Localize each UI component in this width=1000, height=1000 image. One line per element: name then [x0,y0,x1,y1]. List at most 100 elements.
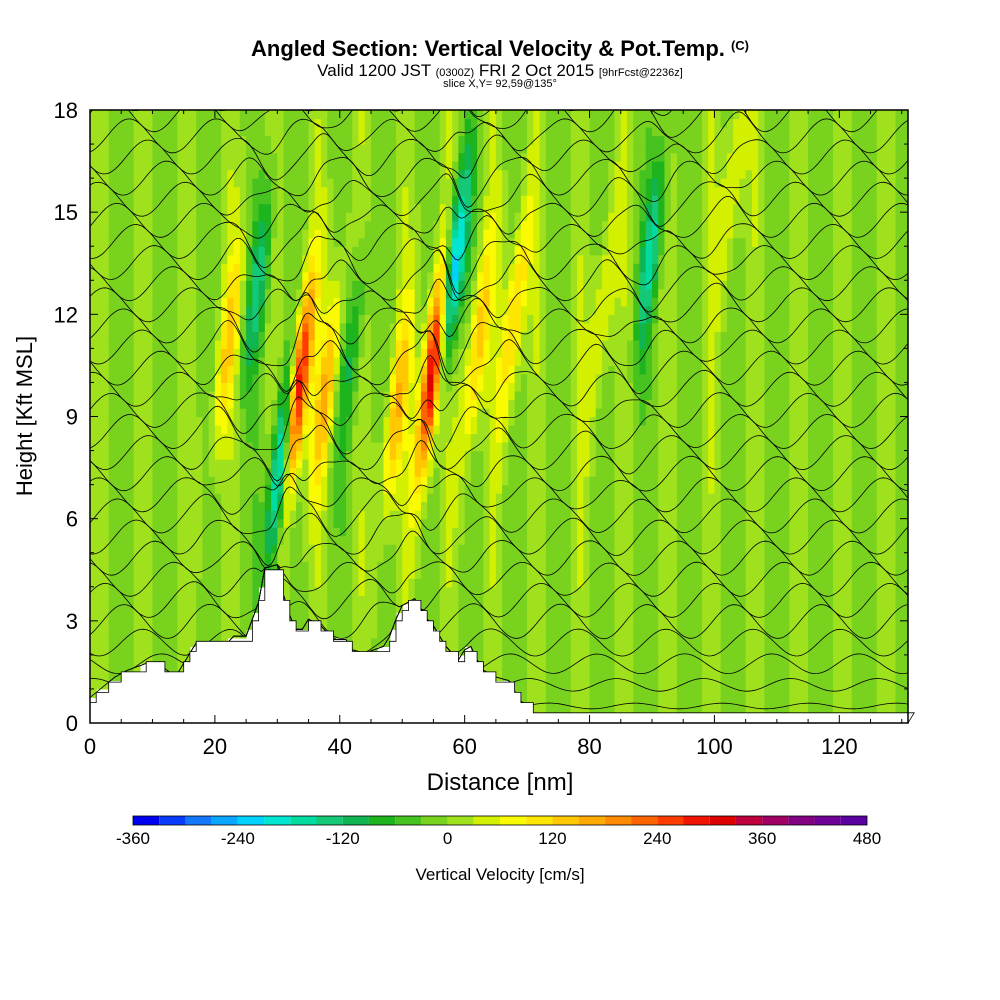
velocity-cell [520,110,528,120]
velocity-cell [164,629,172,639]
velocity-cell [302,229,310,239]
velocity-cell [258,425,266,435]
velocity-cell [196,612,203,622]
velocity-cell [202,561,210,571]
velocity-cell [102,527,110,537]
velocity-cell [464,263,472,273]
velocity-cell [439,144,447,154]
velocity-cell [227,527,235,537]
velocity-cell [402,459,410,469]
velocity-cell [239,620,247,630]
velocity-cell [333,476,341,486]
velocity-cell [564,527,572,537]
velocity-cell [352,271,360,281]
velocity-cell [358,382,366,392]
velocity-cell [389,229,397,239]
velocity-cell [252,399,260,409]
velocity-cell [477,263,484,273]
velocity-cell [102,459,110,469]
velocity-cell [233,535,241,545]
velocity-cell [189,595,197,605]
velocity-cell [189,450,197,460]
velocity-cell [527,442,534,452]
velocity-cell [433,416,441,426]
velocity-cell [321,314,328,324]
velocity-cell [477,586,484,596]
velocity-cell [358,297,366,307]
velocity-cell [527,237,534,247]
velocity-cell [314,169,322,179]
velocity-cell [333,280,341,290]
velocity-cell [552,152,559,162]
velocity-cell [377,237,385,247]
velocity-cell [489,476,497,486]
velocity-cell [483,578,491,588]
velocity-cell [433,425,441,435]
velocity-cell [196,467,203,477]
velocity-cell [302,254,310,264]
velocity-cell [321,416,328,426]
velocity-cell [90,212,97,222]
velocity-cell [470,552,478,562]
velocity-cell [489,544,497,554]
velocity-cell [171,203,179,213]
velocity-cell [514,237,522,247]
velocity-cell [346,186,353,196]
velocity-cell [208,433,216,443]
velocity-cell [339,271,347,281]
velocity-cell [477,493,484,503]
velocity-cell [527,186,534,196]
velocity-cell [502,510,509,520]
velocity-cell [252,186,260,196]
velocity-cell [121,544,129,554]
velocity-cell [214,314,222,324]
velocity-cell [452,118,460,128]
velocity-cell [227,561,235,571]
velocity-cell [539,450,547,460]
velocity-cell [508,144,516,154]
velocity-cell [158,161,166,171]
velocity-cell [171,152,179,162]
velocity-cell [470,169,478,179]
velocity-cell [283,399,291,409]
velocity-cell [102,476,110,486]
velocity-cell [520,118,528,128]
velocity-cell [171,118,179,128]
velocity-cell [427,305,435,315]
velocity-cell [283,152,291,162]
velocity-cell [452,186,460,196]
velocity-cell [370,356,378,367]
velocity-cell [439,254,447,264]
velocity-cell [383,339,391,349]
velocity-cell [545,305,553,315]
velocity-cell [533,246,541,256]
velocity-cell [296,476,303,486]
velocity-cell [346,552,353,562]
velocity-cell [489,442,497,452]
velocity-cell [420,135,428,145]
velocity-cell [152,237,160,247]
velocity-cell [302,561,310,571]
velocity-cell [221,416,228,426]
velocity-cell [133,314,141,324]
velocity-cell [258,212,266,222]
velocity-cell [395,365,403,375]
velocity-cell [139,110,147,120]
velocity-cell [558,697,566,707]
velocity-cell [164,110,172,120]
velocity-cell [258,373,266,384]
velocity-cell [314,476,322,486]
velocity-cell [389,237,397,247]
velocity-cell [196,254,203,264]
velocity-cell [102,382,110,392]
velocity-cell [327,603,335,613]
velocity-cell [458,127,466,137]
velocity-cell [252,476,260,486]
velocity-cell [339,561,347,571]
velocity-cell [364,237,372,247]
velocity-cell [302,135,310,145]
velocity-cell [327,373,335,384]
velocity-cell [233,612,241,622]
velocity-cell [458,399,466,409]
velocity-cell [146,407,154,418]
